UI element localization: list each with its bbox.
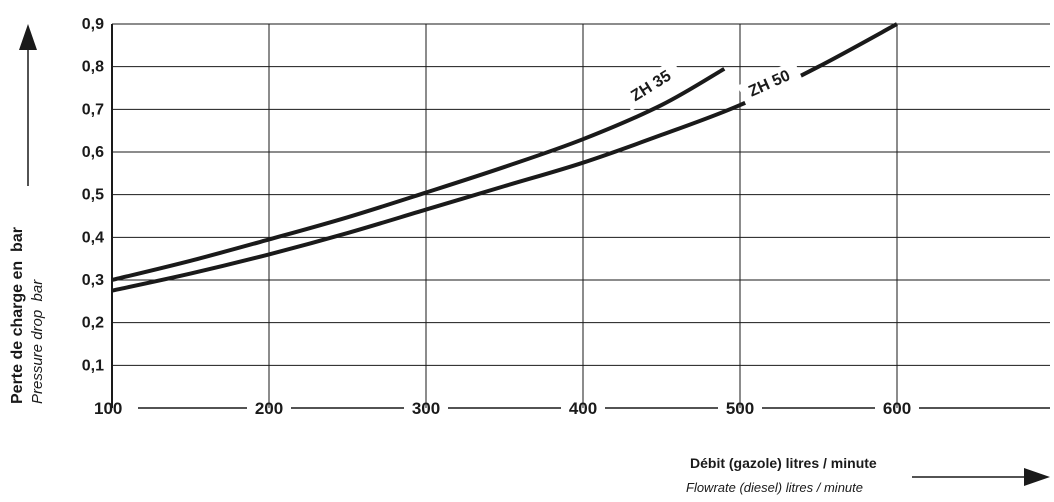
x-axis-title: Débit (gazole) litres / minute Flowrate …: [686, 455, 1050, 495]
x-tick-label: 200: [255, 399, 283, 418]
x-tick-label: 600: [883, 399, 911, 418]
arrow-up-icon: [19, 24, 37, 50]
y-tick-label: 0,5: [82, 187, 104, 204]
y-tick-label: 0,3: [82, 272, 104, 289]
series-label-background: [619, 59, 684, 112]
x-axis-label: Débit (gazole) litres / minute: [690, 455, 877, 471]
y-tick-label: 0,6: [82, 144, 104, 161]
y-axis-label: Perte de charge en bar: [9, 227, 26, 404]
y-tick-label: 0,9: [82, 16, 104, 33]
y-tick-label: 0,1: [82, 357, 104, 374]
x-tick-label: 400: [569, 399, 597, 418]
tick-labels: 0,1 0,2 0,3 0,4 0,5 0,6 0,7 0,8 0,9 100 200 300 400 5…: [82, 16, 911, 418]
y-axis-label-sub: Pressure drop bar: [29, 279, 46, 404]
x-tick-label: 500: [726, 399, 754, 418]
series-label-background: [737, 60, 804, 106]
x-tick-label: 100: [94, 399, 122, 418]
y-axis-title: Perte de charge en bar Pressure drop bar: [9, 24, 46, 404]
series-lines: [111, 22, 898, 293]
axes: [111, 24, 1050, 409]
arrow-right-icon: [1024, 468, 1050, 486]
x-axis-label-sub: Flowrate (diesel) litres / minute: [686, 480, 863, 495]
series-line-zh-35: [111, 67, 726, 282]
x-tick-label: 300: [412, 399, 440, 418]
y-tick-label: 0,2: [82, 315, 104, 332]
y-tick-label: 0,7: [82, 101, 104, 118]
y-tick-label: 0,4: [82, 229, 104, 246]
grid: [112, 23, 1050, 408]
y-tick-label: 0,8: [82, 59, 104, 76]
